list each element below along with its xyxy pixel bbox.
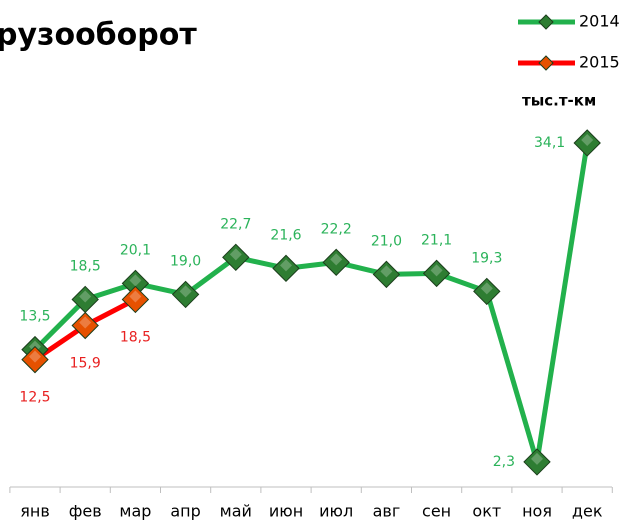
value-label: 2,3 — [493, 454, 515, 470]
marker-highlight — [79, 290, 92, 303]
x-tick-label: авг — [373, 502, 401, 521]
marker — [573, 129, 601, 157]
value-label: 18,5 — [120, 329, 151, 345]
value-label: 19,3 — [471, 250, 502, 266]
marker-highlight — [380, 265, 393, 278]
marker — [523, 448, 551, 476]
x-tick-label: окт — [472, 502, 501, 521]
series-line — [33, 142, 590, 465]
value-label: 19,0 — [170, 253, 201, 269]
marker-highlight — [179, 285, 192, 298]
unit-label: тыс.т-км — [522, 92, 596, 110]
legend-marker — [538, 55, 554, 71]
marker-highlight — [129, 290, 142, 303]
value-label: 18,5 — [70, 258, 101, 274]
legend-label: 2014 — [579, 12, 620, 31]
x-tick-label: мар — [119, 502, 151, 521]
x-tick-label: май — [220, 502, 252, 521]
marker-highlight — [581, 133, 594, 146]
marker — [71, 311, 99, 340]
legend-marker — [538, 14, 554, 30]
value-label: 22,7 — [220, 216, 251, 232]
x-tick-label: ноя — [522, 502, 552, 521]
marker — [21, 345, 49, 374]
x-tick-label: апр — [170, 502, 200, 521]
x-tick-label: сен — [422, 502, 451, 521]
marker — [121, 285, 150, 314]
marker-highlight — [79, 316, 92, 329]
value-label: 21,1 — [421, 232, 452, 248]
marker-highlight — [330, 253, 343, 266]
marker — [171, 280, 200, 309]
marker-highlight — [480, 282, 493, 295]
value-label: 20,1 — [120, 242, 151, 258]
x-tick-label: июн — [269, 502, 303, 521]
marker-highlight — [229, 248, 242, 261]
marker — [322, 248, 350, 277]
marker-highlight — [29, 350, 41, 363]
x-tick-label: дек — [572, 502, 603, 521]
value-label: 21,0 — [371, 233, 402, 249]
marker-highlight — [129, 274, 142, 287]
value-label: 34,1 — [534, 135, 565, 151]
legend-label: 2015 — [579, 53, 620, 72]
value-label: 13,5 — [19, 309, 50, 325]
chart-title: рузооборот — [0, 18, 197, 53]
value-label: 21,6 — [270, 227, 301, 243]
value-label: 15,9 — [70, 356, 101, 372]
marker — [372, 260, 401, 289]
marker — [473, 277, 501, 306]
marker — [422, 259, 451, 288]
marker — [272, 254, 300, 283]
marker — [222, 243, 250, 272]
marker-highlight — [430, 264, 443, 277]
value-label: 12,5 — [19, 390, 50, 406]
x-tick-label: янв — [20, 502, 50, 521]
marker-highlight — [280, 259, 292, 272]
value-label: 22,2 — [321, 221, 352, 237]
marker-highlight — [531, 452, 543, 465]
x-tick-label: июл — [319, 502, 353, 521]
x-tick-label: фев — [69, 502, 102, 521]
